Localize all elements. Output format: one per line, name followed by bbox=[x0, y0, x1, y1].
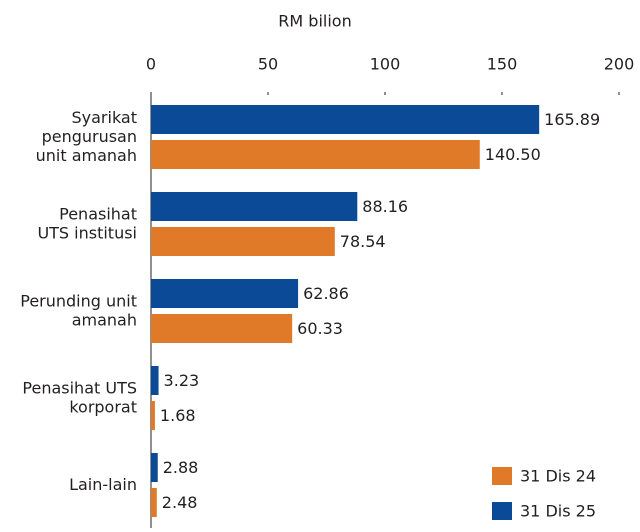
value-label: 3.23 bbox=[164, 371, 200, 390]
category-label-line: amanah bbox=[72, 310, 137, 329]
bar bbox=[151, 314, 293, 343]
category-label: Penasihat UTS korporat bbox=[22, 378, 137, 416]
x-tick-label: 50 bbox=[258, 55, 278, 74]
category-label-line: unit amanah bbox=[36, 146, 137, 165]
category-label-line: Penasihat bbox=[59, 204, 137, 223]
category-label-line: Syarikat bbox=[71, 108, 137, 127]
category-label-line: UTS institusi bbox=[37, 223, 137, 242]
category-label-line: pengurusan bbox=[42, 127, 137, 146]
category-label-line: korporat bbox=[69, 397, 137, 416]
axis-title: RM bilion bbox=[278, 12, 351, 31]
x-tick-label: 150 bbox=[487, 55, 518, 74]
x-tick-label: 100 bbox=[370, 55, 401, 74]
value-label: 2.88 bbox=[163, 458, 199, 477]
legend-label: 31 Dis 25 bbox=[520, 502, 596, 521]
value-label: 78.54 bbox=[340, 232, 386, 251]
bar bbox=[151, 140, 480, 169]
bar bbox=[151, 366, 159, 395]
bar bbox=[151, 105, 540, 134]
value-label: 140.50 bbox=[485, 145, 541, 164]
category-label: Lain-lain bbox=[69, 475, 137, 494]
legend-swatch bbox=[492, 467, 512, 485]
x-tick-label: 200 bbox=[604, 55, 635, 74]
value-label: 62.86 bbox=[303, 284, 349, 303]
category-label: Penasihat UTS institusi bbox=[37, 204, 137, 242]
category-label: Perunding unit amanah bbox=[20, 291, 137, 329]
bar bbox=[151, 192, 358, 221]
value-label: 165.89 bbox=[544, 110, 600, 129]
value-label: 1.68 bbox=[160, 406, 196, 425]
category-label: Syarikat pengurusan unit amanah bbox=[36, 108, 137, 165]
legend-label: 31 Dis 24 bbox=[520, 467, 596, 486]
bar bbox=[151, 401, 155, 430]
category-label-line: Penasihat UTS bbox=[22, 378, 137, 397]
x-tick-label: 0 bbox=[146, 55, 156, 74]
category-label-line: Lain-lain bbox=[69, 475, 137, 494]
bar bbox=[151, 488, 157, 517]
value-label: 2.48 bbox=[162, 493, 198, 512]
bar bbox=[151, 227, 335, 256]
bar bbox=[151, 453, 158, 482]
bar bbox=[151, 279, 299, 308]
category-label-line: Perunding unit bbox=[20, 291, 137, 310]
value-label: 88.16 bbox=[362, 197, 408, 216]
value-label: 60.33 bbox=[297, 319, 343, 338]
legend-swatch bbox=[492, 502, 512, 520]
